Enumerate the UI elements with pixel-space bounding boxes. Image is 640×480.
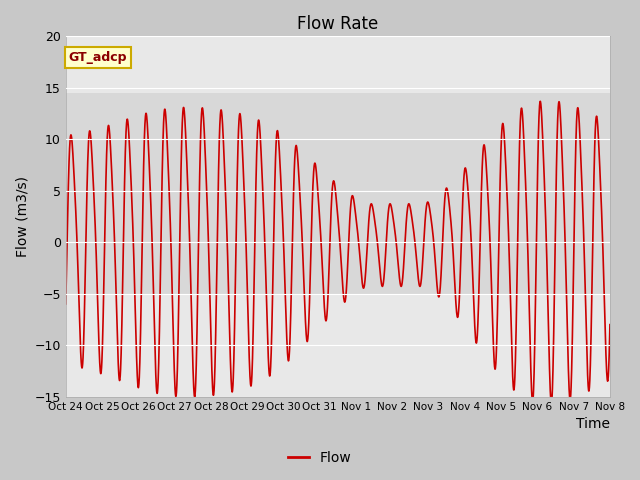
Legend: Flow: Flow [283,445,357,471]
Bar [66,93,610,294]
Text: GT_adcp: GT_adcp [68,51,127,64]
Title: Flow Rate: Flow Rate [297,15,378,33]
X-axis label: Time: Time [576,418,610,432]
Y-axis label: Flow (m3/s): Flow (m3/s) [15,176,29,257]
